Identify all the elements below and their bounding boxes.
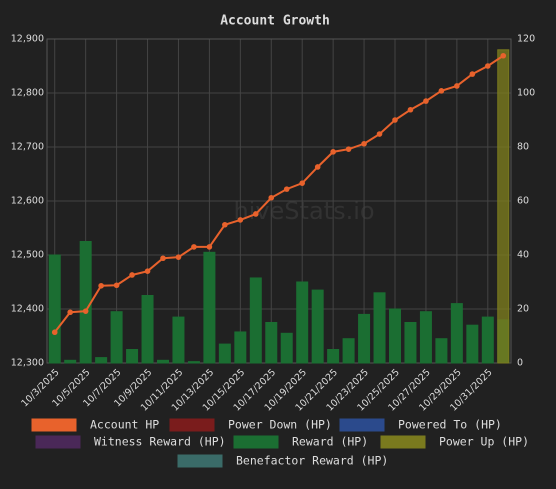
bar <box>419 311 432 364</box>
point <box>454 83 460 89</box>
bar <box>327 349 340 364</box>
bar <box>311 289 324 364</box>
point <box>299 180 306 186</box>
bar <box>234 331 247 364</box>
bar <box>466 324 479 364</box>
bar <box>342 338 355 364</box>
bar <box>389 308 401 364</box>
point <box>268 194 275 201</box>
bar <box>296 281 309 364</box>
bar <box>249 277 262 364</box>
plot-border <box>46 38 512 364</box>
legend-label: Benefactor Reward (HP) <box>236 454 388 468</box>
point <box>113 282 120 289</box>
legend-swatch <box>380 435 426 449</box>
point <box>206 244 213 250</box>
point <box>469 71 476 77</box>
point <box>330 149 336 155</box>
point <box>283 186 290 192</box>
point <box>253 211 259 217</box>
y2-tick-label: 80 <box>517 142 529 153</box>
point <box>82 308 89 314</box>
point <box>98 282 104 289</box>
bar <box>126 349 139 364</box>
bar <box>373 292 386 364</box>
bar <box>48 254 61 364</box>
point <box>500 52 507 59</box>
y-tick-label: 12,600 <box>11 196 44 207</box>
bar <box>95 357 108 364</box>
bar <box>157 359 169 364</box>
y-tick-label: 12,800 <box>11 88 44 99</box>
legend-label: Powered To (HP) <box>398 418 502 432</box>
point <box>222 221 228 228</box>
point <box>438 88 445 94</box>
bar <box>79 241 92 364</box>
point <box>191 244 197 250</box>
point <box>144 268 151 275</box>
y2-tick-label: 100 <box>517 88 535 99</box>
legend-swatch <box>177 454 223 468</box>
bar <box>64 359 77 364</box>
legend-swatch <box>339 418 385 432</box>
bar <box>404 322 417 364</box>
watermark: hiveStats.io <box>233 197 374 225</box>
point <box>129 272 135 278</box>
point <box>485 63 491 69</box>
legend-label: Power Up (HP) <box>439 435 529 449</box>
point <box>407 106 414 113</box>
bar <box>187 361 200 364</box>
point <box>361 140 367 147</box>
point <box>345 146 352 152</box>
legend-label: Power Down (HP) <box>228 418 332 432</box>
y-tick-label: 12,700 <box>11 142 44 153</box>
point <box>237 217 244 223</box>
legend-label: Account HP <box>90 418 159 432</box>
point <box>392 117 398 123</box>
point <box>376 131 383 137</box>
legend-swatch <box>169 418 215 432</box>
y2-tick-label: 60 <box>517 196 529 207</box>
bar <box>497 49 510 364</box>
y2-tick-label: 0 <box>517 358 523 369</box>
chart-title: Account Growth <box>220 14 330 29</box>
bar <box>172 316 185 364</box>
bar <box>203 251 216 364</box>
y-tick-label: 12,500 <box>11 250 44 261</box>
point <box>51 329 58 336</box>
point <box>175 254 182 260</box>
point <box>67 309 73 316</box>
y-tick-label: 12,900 <box>11 34 44 45</box>
legend-label: Witness Reward (HP) <box>94 435 226 449</box>
bar <box>218 343 231 364</box>
y2-tick-label: 40 <box>517 250 529 261</box>
bar <box>435 338 448 364</box>
point <box>314 164 321 170</box>
bar <box>280 332 293 364</box>
legend-swatch <box>35 435 81 449</box>
legend-swatch <box>31 418 77 432</box>
y2-tick-label: 120 <box>517 34 535 45</box>
line <box>53 54 504 333</box>
bar <box>141 295 154 364</box>
y2-tick-label: 20 <box>517 304 529 315</box>
point <box>423 98 429 104</box>
legend-swatch <box>233 435 279 449</box>
y-tick-label: 12,300 <box>11 358 44 369</box>
y-tick-label: 12,400 <box>11 304 44 315</box>
bar <box>265 322 278 364</box>
legend-label: Reward (HP) <box>292 435 368 449</box>
bar <box>481 316 494 364</box>
bar <box>358 313 371 364</box>
bar <box>450 303 463 364</box>
point <box>160 255 166 262</box>
bar <box>110 311 123 364</box>
